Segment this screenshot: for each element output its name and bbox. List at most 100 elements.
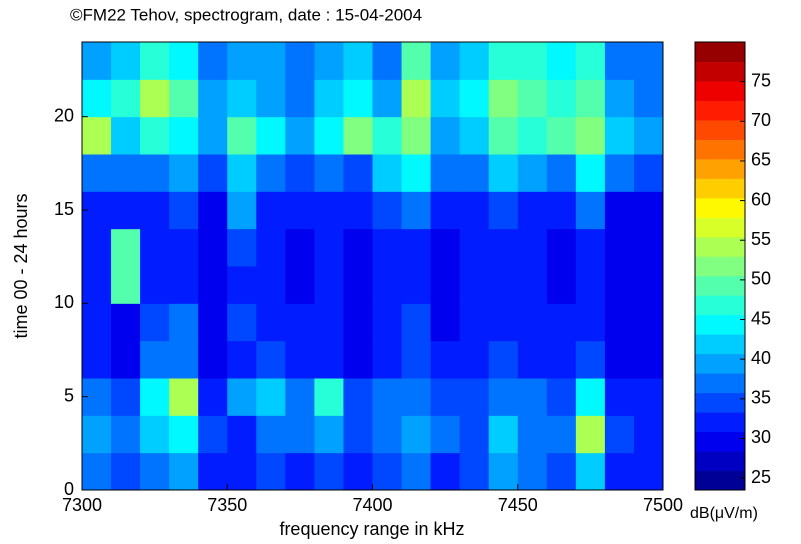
heatmap-cell (227, 116, 257, 155)
heatmap-cell (430, 116, 461, 155)
heatmap-cell (285, 303, 315, 342)
heatmap-cell (198, 415, 228, 454)
heatmap-cell (140, 452, 170, 491)
heatmap-cell (633, 228, 664, 267)
colorbar-segment (695, 42, 745, 62)
heatmap-cell (546, 79, 577, 118)
heatmap-cell (517, 303, 548, 342)
heatmap-cell (575, 378, 606, 416)
heatmap-cell (604, 340, 635, 379)
heatmap-cell (198, 340, 228, 379)
heatmap-cell (604, 266, 635, 304)
colorbar-tick-label: 25 (751, 467, 771, 487)
heatmap-cell (401, 191, 432, 230)
heatmap-cell (256, 79, 286, 118)
heatmap-cell (604, 42, 635, 80)
heatmap-cell (256, 266, 286, 304)
heatmap-cell (285, 154, 315, 192)
heatmap-cell (633, 154, 664, 192)
heatmap-cell (82, 116, 112, 155)
heatmap-cell (111, 42, 141, 80)
heatmap-cell (372, 340, 403, 379)
heatmap-cell (401, 340, 432, 379)
heatmap-cell (633, 378, 664, 416)
heatmap-cell (517, 266, 548, 304)
heatmap-cell (459, 303, 490, 342)
heatmap-cell (256, 116, 286, 155)
heatmap-cell (314, 378, 344, 416)
heatmap-cell (314, 415, 344, 454)
heatmap-cell (633, 303, 664, 342)
heatmap-cell (343, 415, 373, 454)
heatmap-cell (430, 228, 461, 267)
heatmap-cell (604, 79, 635, 118)
heatmap-cell (256, 154, 286, 192)
colorbar-tick-label: 50 (751, 269, 771, 289)
heatmap-cell (633, 415, 664, 454)
heatmap-cell (488, 154, 519, 192)
heatmap-cell (314, 303, 344, 342)
heatmap-cell (82, 42, 112, 80)
heatmap-cell (604, 415, 635, 454)
colorbar-tick-label: 70 (751, 110, 771, 130)
heatmap-cell (227, 79, 257, 118)
heatmap-cell (517, 340, 548, 379)
heatmap-cell (604, 452, 635, 491)
heatmap-cell (575, 116, 606, 155)
heatmap-cell (198, 154, 228, 192)
heatmap-cell (227, 228, 257, 267)
heatmap-cell (430, 42, 461, 80)
heatmap-cell (343, 378, 373, 416)
colorbar-segment (695, 353, 745, 374)
heatmap-cell (285, 79, 315, 118)
heatmap-cell (256, 415, 286, 454)
heatmap-cell (111, 191, 141, 230)
colorbar-segment (695, 119, 745, 140)
heatmap-cell (546, 452, 577, 491)
heatmap-cell (169, 340, 199, 379)
heatmap-cell (256, 42, 286, 80)
heatmap-cell (227, 452, 257, 491)
heatmap-cell (459, 266, 490, 304)
heatmap-cell (546, 42, 577, 80)
colorbar-tick-label: 55 (751, 229, 771, 249)
heatmap-cell (227, 303, 257, 342)
heatmap-cell (430, 191, 461, 230)
heatmap-cell (343, 79, 373, 118)
heatmap-cell (633, 340, 664, 379)
heatmap-cell (488, 116, 519, 155)
heatmap-cell (285, 452, 315, 491)
heatmap-cell (314, 228, 344, 267)
heatmap-cell (256, 228, 286, 267)
heatmap-cell (169, 452, 199, 491)
colorbar-segment (695, 61, 745, 82)
colorbar-segment (695, 314, 745, 335)
heatmap-cell (111, 154, 141, 192)
heatmap-cell (198, 303, 228, 342)
y-axis-label: time 00 - 24 hours (11, 193, 31, 338)
heatmap-cell (285, 378, 315, 416)
x-tick-label: 7450 (498, 495, 538, 515)
colorbar-segment (695, 334, 745, 355)
heatmap-cell (82, 228, 112, 267)
heatmap-cell (575, 79, 606, 118)
y-tick-label: 20 (54, 105, 74, 125)
x-tick-label: 7350 (207, 495, 247, 515)
heatmap-cell (343, 154, 373, 192)
heatmap-cell (401, 42, 432, 80)
heatmap-cell (604, 303, 635, 342)
y-tick-label: 15 (54, 199, 74, 219)
heatmap-cell (82, 266, 112, 304)
colorbar-label: dB(μV/m) (690, 505, 758, 522)
heatmap-cell (459, 154, 490, 192)
heatmap-cell (314, 266, 344, 304)
heatmap-cell (343, 228, 373, 267)
y-tick-label: 5 (64, 385, 74, 405)
heatmap-cell (372, 154, 403, 192)
heatmap-cell (633, 42, 664, 80)
heatmap-cell (227, 154, 257, 192)
heatmap-cell (604, 228, 635, 267)
heatmap-cell (459, 228, 490, 267)
heatmap-cell (459, 42, 490, 80)
